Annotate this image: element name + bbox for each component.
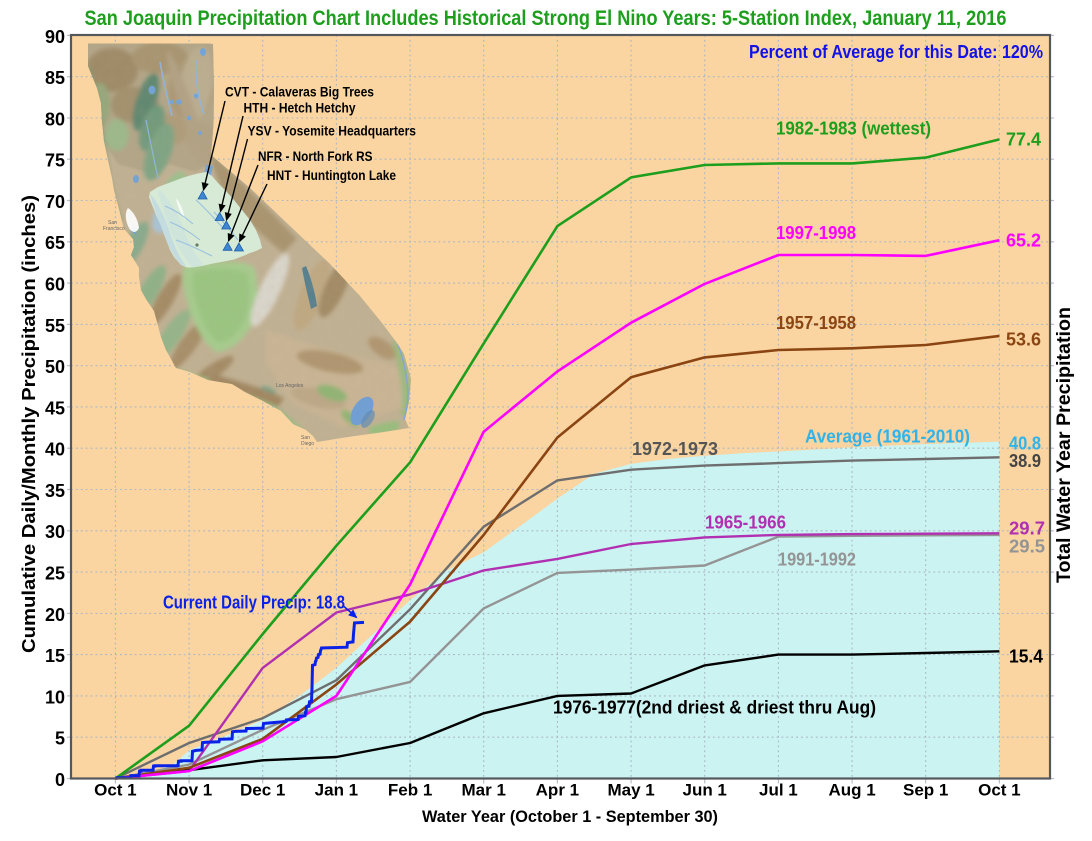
svg-text:Oct 1: Oct 1 <box>94 781 137 800</box>
svg-text:San: San <box>301 435 310 441</box>
svg-text:Francisco: Francisco <box>103 226 125 232</box>
svg-text:1997-1998: 1997-1998 <box>776 223 856 243</box>
svg-text:Cumulative Daily/Monthly Preci: Cumulative Daily/Monthly Precipitation (… <box>18 195 39 653</box>
svg-text:53.6: 53.6 <box>1006 330 1041 350</box>
svg-text:Current Daily Precip: 18.8: Current Daily Precip: 18.8 <box>163 592 345 613</box>
svg-text:65.2: 65.2 <box>1006 231 1041 251</box>
svg-text:90: 90 <box>45 27 65 47</box>
svg-text:Apr 1: Apr 1 <box>536 781 579 800</box>
svg-text:75: 75 <box>45 151 65 171</box>
svg-text:HTH - Hetch Hetchy: HTH - Hetch Hetchy <box>244 101 356 116</box>
svg-text:Jan 1: Jan 1 <box>315 781 358 800</box>
svg-text:50: 50 <box>45 357 65 377</box>
svg-text:45: 45 <box>45 398 65 418</box>
svg-text:NFR - North Fork RS: NFR - North Fork RS <box>258 149 373 164</box>
svg-text:Water Year (October 1 - Septem: Water Year (October 1 - September 30) <box>422 808 718 826</box>
svg-text:15: 15 <box>45 646 65 666</box>
svg-text:Dec 1: Dec 1 <box>240 781 285 800</box>
svg-text:15.4: 15.4 <box>1009 647 1044 667</box>
svg-text:29.7: 29.7 <box>1009 519 1045 539</box>
svg-text:1976-1977(2nd driest & driest: 1976-1977(2nd driest & driest thru Aug) <box>553 698 876 718</box>
svg-text:29.5: 29.5 <box>1009 537 1045 557</box>
svg-text:Total Water Year Precipitation: Total Water Year Precipitation <box>1054 307 1075 583</box>
svg-text:Sep 1: Sep 1 <box>903 781 948 800</box>
svg-text:San Joaquin Precipitation Char: San Joaquin Precipitation Chart Includes… <box>85 7 1007 30</box>
svg-text:38.9: 38.9 <box>1009 451 1041 471</box>
svg-text:Percent of Average for this Da: Percent of Average for this Date: 120% <box>749 42 1043 63</box>
svg-text:Aug 1: Aug 1 <box>828 781 875 800</box>
svg-text:1991-1992: 1991-1992 <box>778 550 856 570</box>
svg-text:85: 85 <box>45 68 65 88</box>
svg-text:May 1: May 1 <box>607 781 654 800</box>
svg-text:Los Angeles: Los Angeles <box>276 383 304 389</box>
svg-text:Oct 1: Oct 1 <box>978 781 1021 800</box>
svg-text:1965-1966: 1965-1966 <box>705 513 786 533</box>
svg-text:YSV - Yosemite Headquarters: YSV - Yosemite Headquarters <box>248 124 417 139</box>
svg-text:77.4: 77.4 <box>1006 130 1042 150</box>
svg-text:35: 35 <box>45 481 65 501</box>
svg-text:20: 20 <box>45 605 65 625</box>
svg-text:40: 40 <box>45 440 65 460</box>
svg-text:80: 80 <box>45 109 65 129</box>
svg-text:5: 5 <box>55 729 65 749</box>
svg-text:10: 10 <box>45 687 65 707</box>
svg-text:CVT - Calaveras Big Trees: CVT - Calaveras Big Trees <box>225 85 374 100</box>
svg-text:1957-1958: 1957-1958 <box>776 313 856 333</box>
svg-text:Jun 1: Jun 1 <box>682 781 726 800</box>
svg-text:Average (1961-2010): Average (1961-2010) <box>805 427 970 447</box>
svg-text:30: 30 <box>45 522 65 542</box>
svg-text:Nov 1: Nov 1 <box>166 781 212 800</box>
svg-text:55: 55 <box>45 316 65 336</box>
svg-text:40.8: 40.8 <box>1009 434 1041 454</box>
svg-text:1972-1973: 1972-1973 <box>632 439 718 459</box>
svg-text:0: 0 <box>55 770 65 790</box>
svg-text:San: San <box>108 220 117 226</box>
svg-text:1982-1983 (wettest): 1982-1983 (wettest) <box>776 119 931 139</box>
svg-text:70: 70 <box>45 192 65 212</box>
svg-text:Jul 1: Jul 1 <box>759 781 798 800</box>
svg-text:HNT - Huntington Lake: HNT - Huntington Lake <box>267 168 396 183</box>
svg-text:25: 25 <box>45 564 65 584</box>
svg-text:60: 60 <box>45 275 65 295</box>
svg-text:65: 65 <box>45 233 65 253</box>
svg-text:Mar 1: Mar 1 <box>461 781 505 800</box>
svg-text:Feb 1: Feb 1 <box>388 781 432 800</box>
svg-text:Diego: Diego <box>301 441 314 447</box>
